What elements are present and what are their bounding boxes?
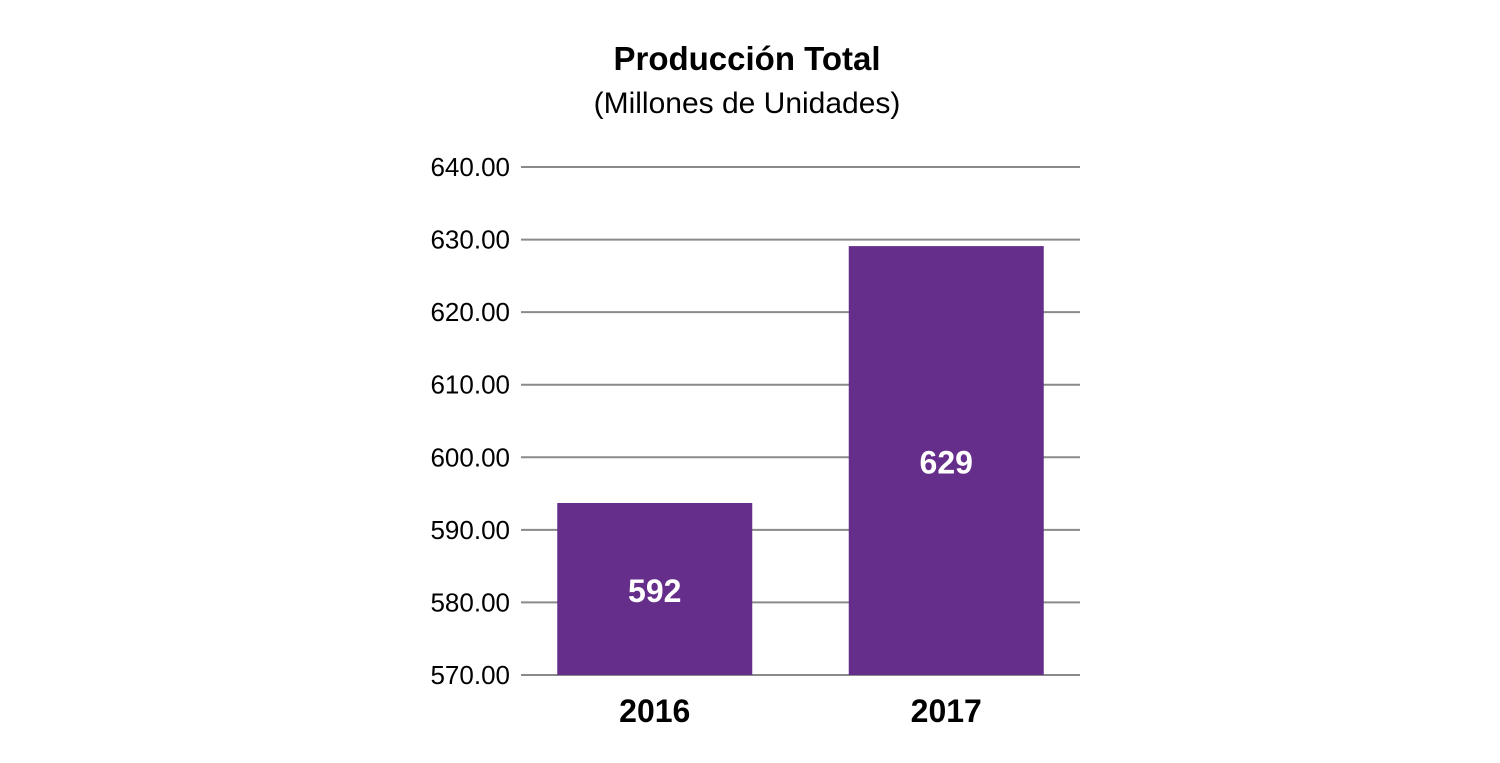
data-label: 629	[920, 445, 973, 481]
y-tick-label: 580.00	[430, 587, 510, 617]
chart-subtitle: (Millones de Unidades)	[594, 87, 901, 120]
y-tick-label: 620.00	[430, 297, 510, 327]
data-label: 592	[628, 573, 681, 609]
chart-title: Producción Total	[613, 40, 880, 77]
y-tick-label: 610.00	[430, 370, 510, 400]
x-tick-label: 2016	[619, 693, 690, 729]
y-tick-label: 570.00	[430, 660, 510, 690]
y-tick-label: 590.00	[430, 515, 510, 545]
bar-2017	[848, 246, 1044, 676]
y-tick-label: 630.00	[430, 225, 510, 255]
y-tick-label: 600.00	[430, 442, 510, 472]
x-tick-label: 2017	[911, 693, 982, 729]
y-tick-label: 640.00	[430, 152, 510, 182]
bar-2016	[557, 503, 753, 675]
